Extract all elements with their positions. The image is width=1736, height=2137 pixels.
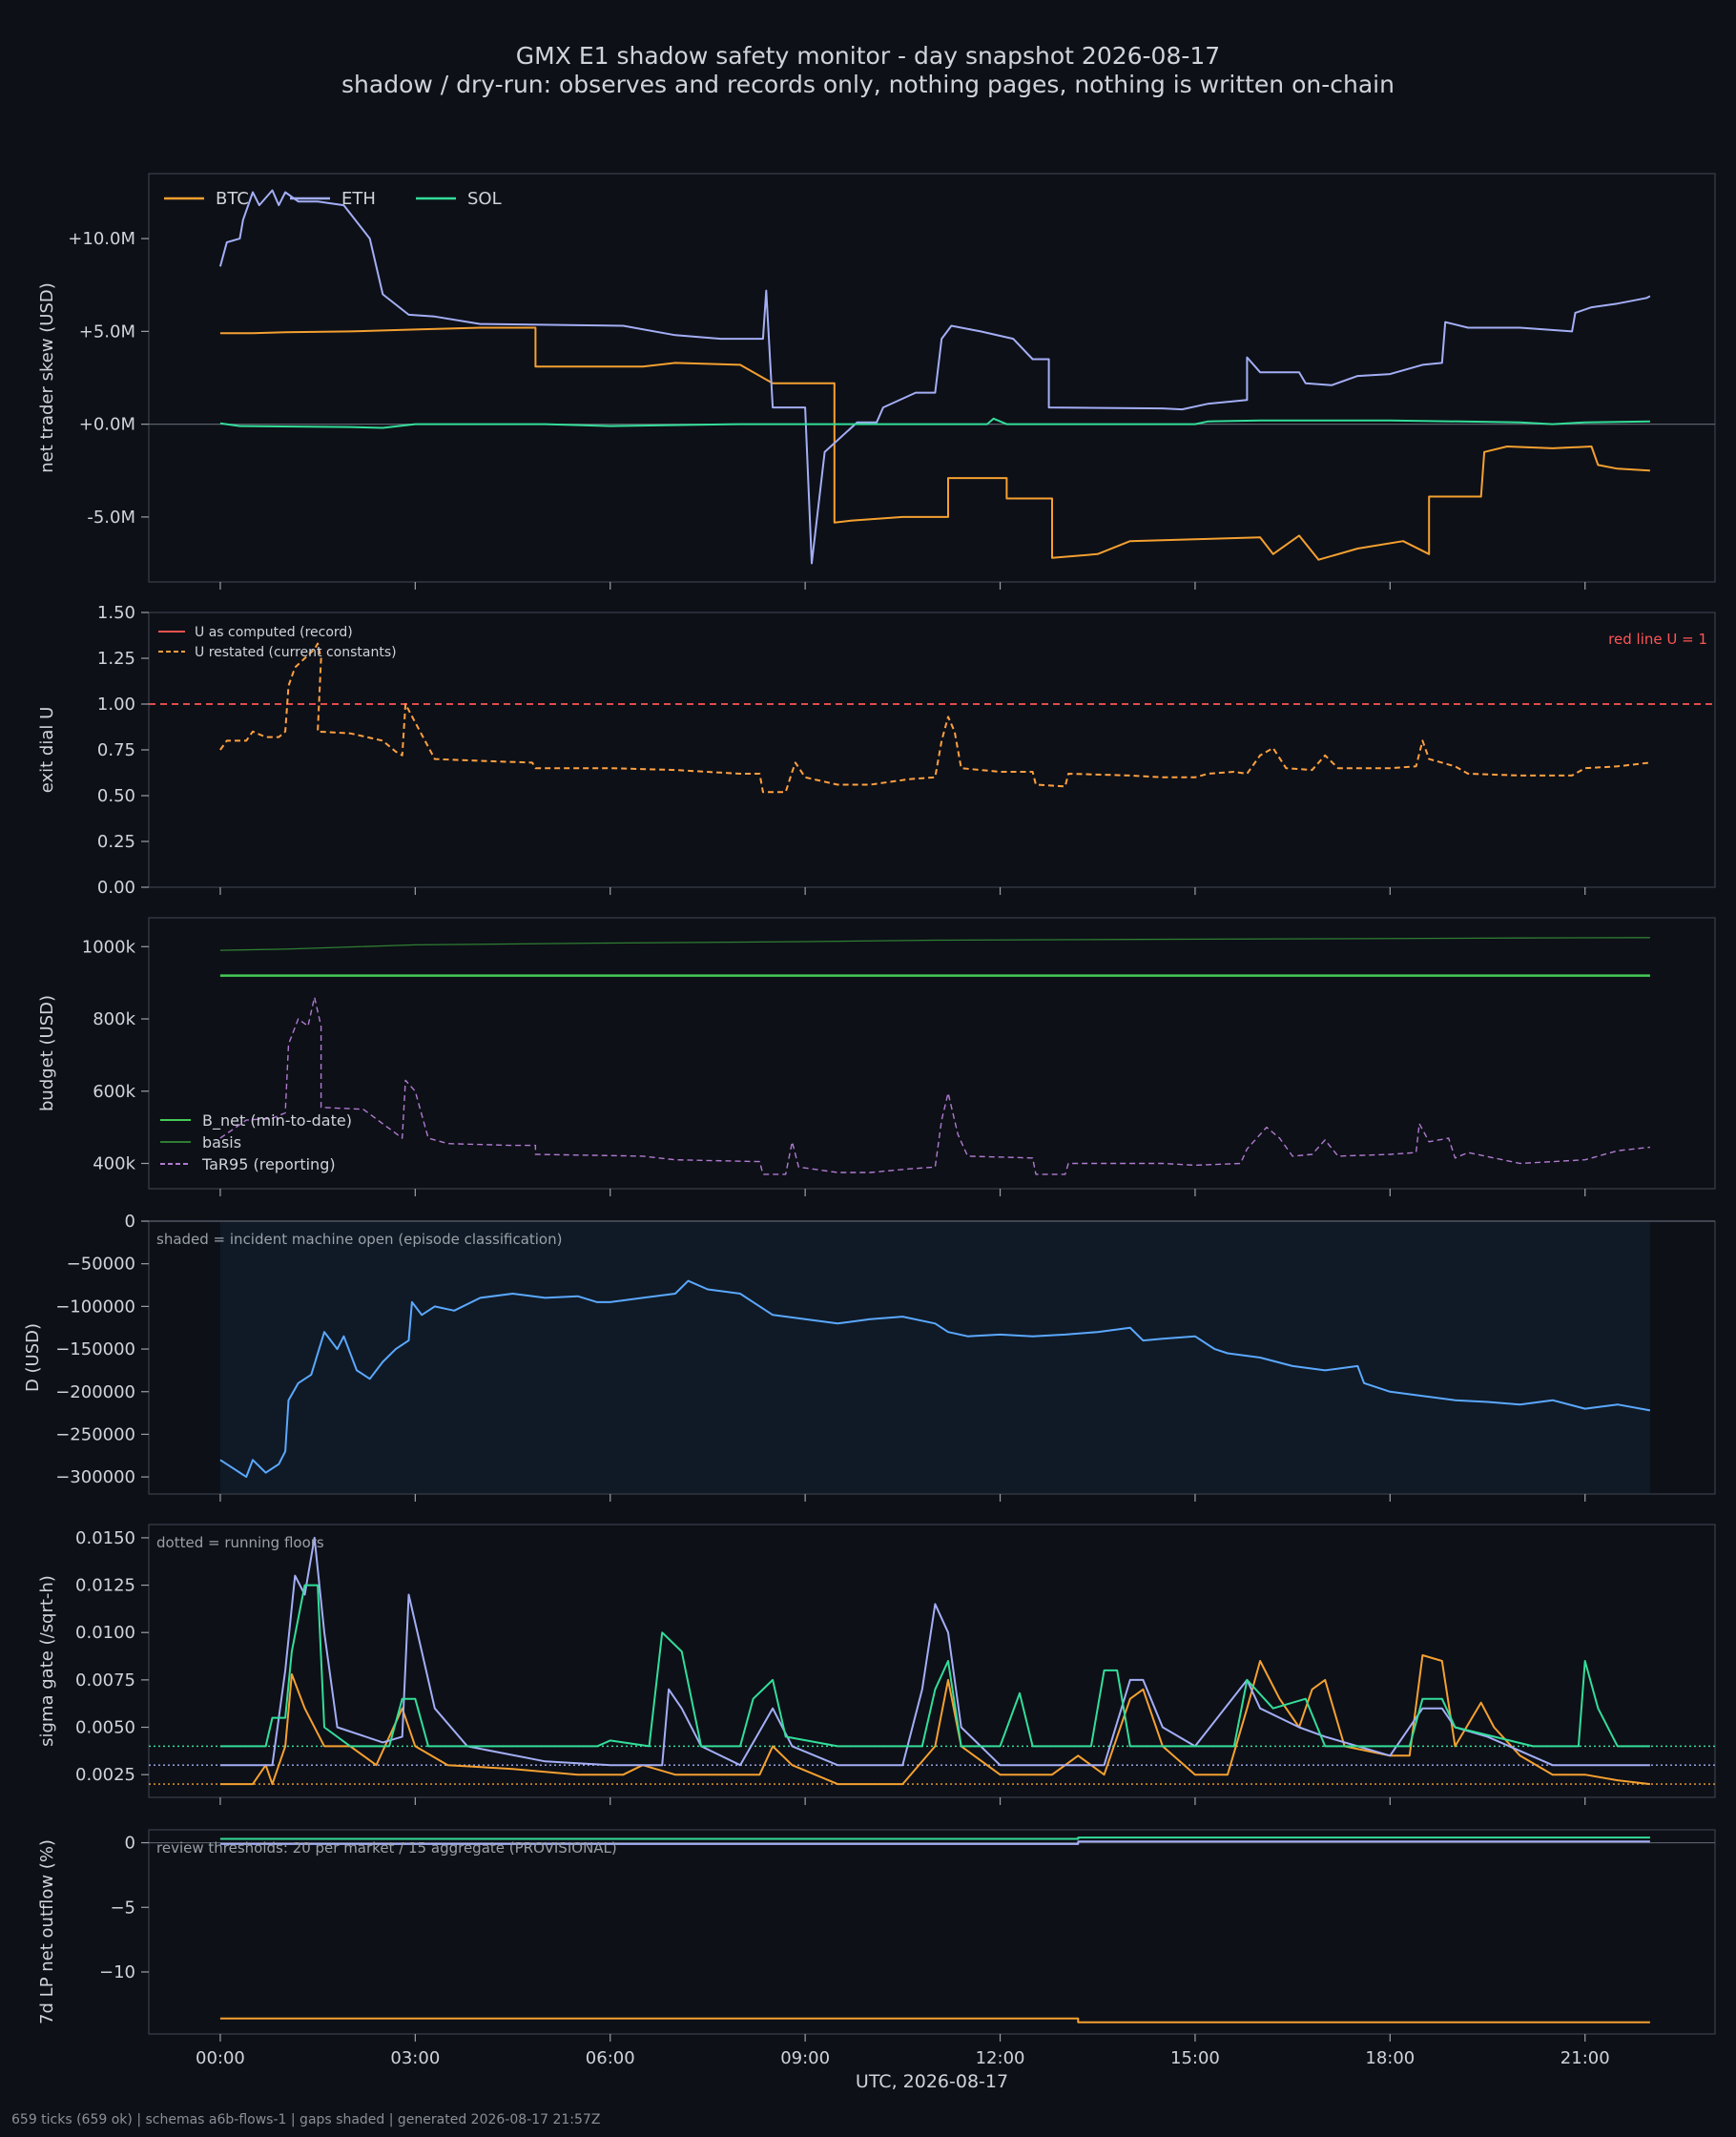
panel-annotation: review thresholds: 20 per market / 15 ag… xyxy=(156,1839,617,1857)
y-tick-label: +5.0M xyxy=(79,322,135,342)
panel-skew: +10.0M +5.0M +0.0M -5.0M net trader skew (US… xyxy=(37,173,1716,590)
y-tick-label: 0.0025 xyxy=(75,1765,135,1785)
series-line-basis xyxy=(219,937,1650,951)
y-tick-label: 1.00 xyxy=(97,695,135,715)
panel-annotation: dotted = running floors xyxy=(156,1534,324,1551)
axes-frame xyxy=(148,917,1716,1190)
series-line-tar95 xyxy=(219,996,1650,1175)
series-line-sol xyxy=(219,417,1650,429)
axes-frame xyxy=(148,612,1716,888)
legend-label: U restated (current constants) xyxy=(195,645,397,660)
shaded-region xyxy=(219,1222,1650,1493)
series-line-eth xyxy=(219,1840,1650,1845)
panel-exit_dial: 0.00 0.25 0.50 0.75 1.00 1.25 1.50 exit dial U r… xyxy=(37,603,1716,898)
panel-lp_outflow: 0 −5 −10 00:00 03:00 06:00 09:00 12:00 15:00 18:0… xyxy=(37,1829,1716,2068)
chart-title: GMX E1 shadow safety monitor - day snaps… xyxy=(515,42,1221,70)
x-tick-label: 21:00 xyxy=(1560,2048,1610,2068)
panel-D: 0 −50000 −100000 −150000 −200000 −250000 −3000… xyxy=(23,1212,1716,1502)
y-tick-label: 600k xyxy=(93,1082,135,1102)
series-line-eth xyxy=(218,189,1651,565)
axes-frame xyxy=(148,173,1716,583)
y-tick-label: 0.0150 xyxy=(75,1528,135,1548)
y-axis-label: budget (USD) xyxy=(37,995,57,1111)
series-line-btc xyxy=(219,1654,1651,1786)
chart-subtitle: shadow / dry-run: observes and records o… xyxy=(341,71,1395,98)
y-tick-label: −100000 xyxy=(55,1297,135,1317)
y-tick-label: −300000 xyxy=(55,1467,135,1487)
axes-frame xyxy=(148,1829,1716,2035)
series-line-btc xyxy=(219,326,1650,561)
y-tick-label: 1.50 xyxy=(97,603,135,623)
y-axis-label: sigma gate (/sqrt-h) xyxy=(37,1575,57,1747)
x-tick-label: 12:00 xyxy=(976,2048,1025,2068)
axes-frame xyxy=(148,1524,1716,1798)
y-tick-label: −150000 xyxy=(55,1339,135,1359)
x-tick-label: 18:00 xyxy=(1365,2048,1415,2068)
series-line-sol xyxy=(219,1584,1650,1748)
y-tick-label: +0.0M xyxy=(79,415,135,435)
y-tick-label: 1000k xyxy=(82,937,136,957)
x-tick-label: 09:00 xyxy=(780,2048,830,2068)
y-axis-label: exit dial U xyxy=(37,707,57,794)
y-tick-label: 0.0125 xyxy=(75,1576,135,1596)
series-line-sol xyxy=(219,1836,1650,1840)
y-tick-label: 400k xyxy=(93,1153,135,1173)
y-tick-label: 0.0100 xyxy=(75,1623,135,1643)
panel-sigma: 0.0025 0.0050 0.0075 0.0100 0.0125 0.0150 sigm… xyxy=(37,1524,1716,1805)
legend-label: B_net (min-to-date) xyxy=(202,1111,352,1131)
panel-annotation: shaded = incident machine open (episode … xyxy=(156,1231,562,1248)
y-tick-label: −5 xyxy=(110,1898,135,1918)
y-axis-label: net trader skew (USD) xyxy=(37,282,57,473)
y-tick-label: 0 xyxy=(125,1834,135,1854)
y-tick-label: 0.50 xyxy=(97,786,135,806)
y-tick-label: +10.0M xyxy=(68,229,135,249)
y-tick-label: 0.25 xyxy=(97,832,135,852)
redline-annotation: red line U = 1 xyxy=(1608,631,1707,648)
x-tick-label: 00:00 xyxy=(196,2048,245,2068)
y-tick-label: 1.25 xyxy=(97,649,135,669)
y-tick-label: 0.75 xyxy=(97,740,135,760)
y-tick-label: 0.0050 xyxy=(75,1718,135,1738)
y-axis-label: 7d LP net outflow (%) xyxy=(37,1839,57,2024)
y-tick-label: 0 xyxy=(125,1212,135,1232)
series-line-u xyxy=(219,642,1651,794)
legend-label: ETH xyxy=(341,189,376,209)
legend-label: U as computed (record) xyxy=(195,625,353,640)
footer-status: 659 ticks (659 ok) | schemas a6b-flows-1… xyxy=(11,2112,601,2127)
y-tick-label: 0.0075 xyxy=(75,1670,135,1691)
panel-budget: 400k 600k 800k 1000k budget (USD) B_net (min-… xyxy=(37,917,1716,1196)
x-tick-label: 03:00 xyxy=(390,2048,440,2068)
legend-label: basis xyxy=(202,1133,241,1151)
y-tick-label: 800k xyxy=(93,1009,135,1029)
y-tick-label: −250000 xyxy=(55,1424,135,1444)
series-line-eth xyxy=(219,1536,1650,1767)
y-tick-label: 0.00 xyxy=(97,878,135,898)
y-tick-label: −200000 xyxy=(55,1382,135,1402)
series-line-d xyxy=(219,1279,1651,1479)
y-tick-label: -5.0M xyxy=(87,508,135,528)
x-axis-label: UTC, 2026-08-17 xyxy=(856,2071,1008,2092)
x-tick-label: 15:00 xyxy=(1170,2048,1220,2068)
legend-label: BTC xyxy=(216,189,249,209)
y-tick-label: −10 xyxy=(99,1962,135,1982)
x-tick-label: 06:00 xyxy=(586,2048,635,2068)
y-tick-label: −50000 xyxy=(67,1255,135,1275)
legend-label: SOL xyxy=(467,189,502,209)
y-axis-label: D (USD) xyxy=(23,1323,43,1392)
series-line-btc xyxy=(219,2017,1650,2023)
legend-label: TaR95 (reporting) xyxy=(201,1155,336,1173)
